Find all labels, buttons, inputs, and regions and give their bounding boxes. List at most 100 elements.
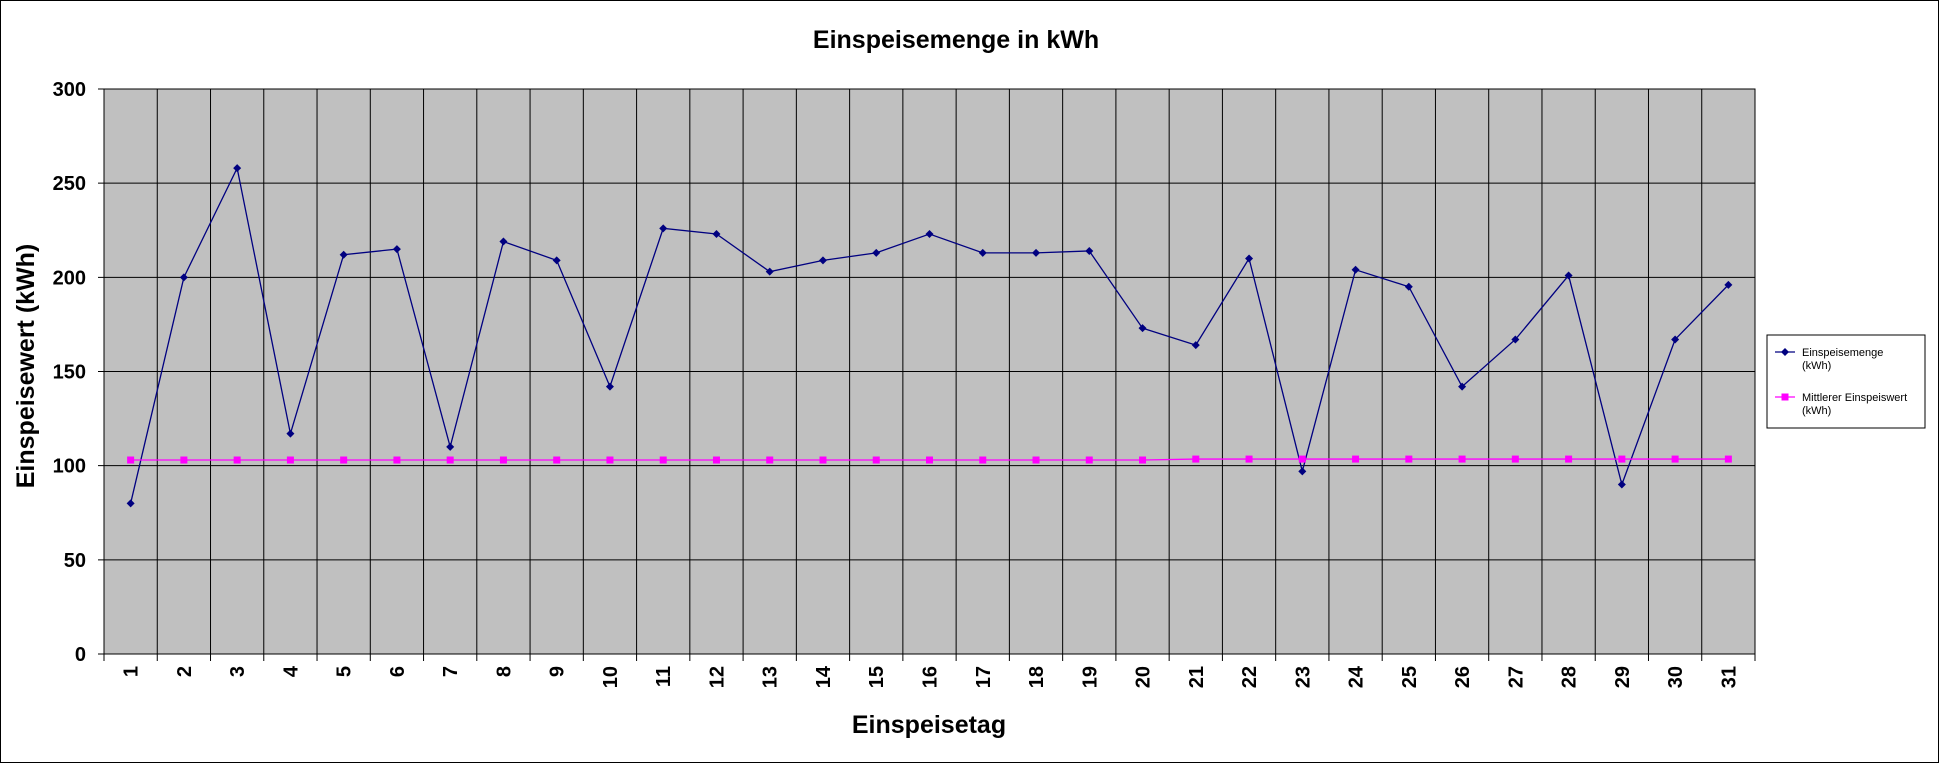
data-point: [1138, 324, 1147, 333]
series-2: [127, 455, 1732, 464]
data-point: [180, 456, 188, 464]
chart-title: Einspeisemenge in kWh: [813, 26, 1099, 54]
data-point: [872, 248, 881, 257]
data-point: [127, 456, 135, 464]
legend-label: Einspeisemenge: [1802, 347, 1883, 359]
x-tick-label: 13: [760, 666, 782, 688]
data-point: [766, 456, 774, 464]
data-point: [1032, 456, 1040, 464]
data-point: [126, 499, 135, 508]
x-tick-label: 7: [440, 666, 462, 677]
data-point: [1511, 455, 1519, 463]
data-point: [818, 256, 827, 265]
x-tick-label: 23: [1292, 666, 1314, 688]
data-point: [1085, 456, 1093, 464]
x-tick-label: 10: [600, 666, 622, 688]
data-point: [1565, 455, 1573, 463]
data-point: [978, 248, 987, 257]
x-tick-label: 24: [1346, 665, 1368, 688]
y-tick-label: 100: [53, 456, 86, 478]
x-tick-label: 14: [813, 665, 835, 688]
data-point: [233, 164, 242, 173]
data-point: [286, 429, 295, 438]
data-point: [286, 456, 294, 464]
data-point: [765, 267, 774, 276]
x-tick-label: 22: [1239, 666, 1261, 688]
legend-marker: [1781, 348, 1789, 356]
data-point: [1191, 341, 1200, 350]
data-point: [872, 456, 880, 464]
data-point: [712, 230, 721, 239]
legend-box: [1766, 334, 1926, 429]
x-tick-label: 8: [493, 666, 515, 677]
data-point: [499, 237, 508, 246]
data-point: [393, 456, 401, 464]
x-tick-label: 6: [387, 666, 409, 677]
y-tick-label: 0: [75, 644, 86, 666]
x-tick-label: 18: [1026, 666, 1048, 688]
legend-label: (kWh): [1802, 405, 1831, 417]
x-tick-label: 30: [1665, 666, 1687, 688]
data-point: [499, 456, 507, 464]
y-axis-title: Einspeisewert (kWh): [12, 244, 40, 489]
data-point: [446, 456, 454, 464]
data-point: [179, 273, 188, 282]
y-tick-label: 300: [53, 79, 86, 101]
x-tick-label: 21: [1186, 666, 1208, 688]
data-point: [1458, 382, 1467, 391]
x-tick-label: 29: [1612, 666, 1634, 688]
data-point: [1085, 246, 1094, 255]
data-point: [392, 245, 401, 254]
y-tick-label: 150: [53, 362, 86, 384]
x-tick-label: 28: [1559, 666, 1581, 688]
x-tick-label: 1: [121, 666, 143, 677]
data-point: [1352, 455, 1360, 463]
data-point: [659, 224, 668, 233]
data-point: [553, 456, 561, 464]
data-point: [819, 456, 827, 464]
data-point: [1671, 455, 1679, 463]
y-tick-label: 200: [53, 267, 86, 289]
x-tick-label: 20: [1133, 666, 1155, 688]
data-point: [1245, 455, 1253, 463]
data-point: [1564, 271, 1573, 280]
x-tick-label: 26: [1452, 666, 1474, 688]
x-axis-title: Einspeisetag: [852, 711, 1006, 739]
data-point: [1192, 455, 1200, 463]
x-tick-label: 15: [866, 666, 888, 688]
series-1: [126, 164, 1733, 508]
data-point: [1458, 455, 1466, 463]
data-point: [925, 230, 934, 239]
x-tick-label: 17: [973, 666, 995, 688]
data-point: [606, 456, 614, 464]
data-point: [1404, 282, 1413, 291]
legend-marker: [1781, 393, 1789, 401]
data-point: [659, 456, 667, 464]
legend: Einspeisemenge(kWh)Mittlerer Einspeiswer…: [1766, 334, 1926, 429]
data-point: [1245, 254, 1254, 263]
x-tick-label: 9: [547, 666, 569, 677]
data-point: [340, 456, 348, 464]
data-point: [1298, 467, 1307, 476]
data-point: [1511, 335, 1520, 344]
x-tick-label: 16: [920, 666, 942, 688]
data-point: [979, 456, 987, 464]
data-point: [1298, 455, 1306, 463]
legend-label: (kWh): [1802, 360, 1831, 372]
data-point: [552, 256, 561, 265]
x-tick-label: 27: [1505, 666, 1527, 688]
data-point: [1139, 456, 1147, 464]
data-point: [1618, 455, 1626, 463]
data-point: [1032, 248, 1041, 257]
data-point: [1617, 480, 1626, 489]
legend-label: Mittlerer Einspeiswert: [1802, 392, 1907, 404]
y-tick-label: 50: [64, 550, 86, 572]
data-point: [1724, 280, 1733, 289]
data-point: [1671, 335, 1680, 344]
x-tick-label: 5: [334, 666, 356, 677]
data-point: [926, 456, 933, 464]
data-point: [339, 250, 348, 259]
x-tick-label: 19: [1079, 666, 1101, 688]
